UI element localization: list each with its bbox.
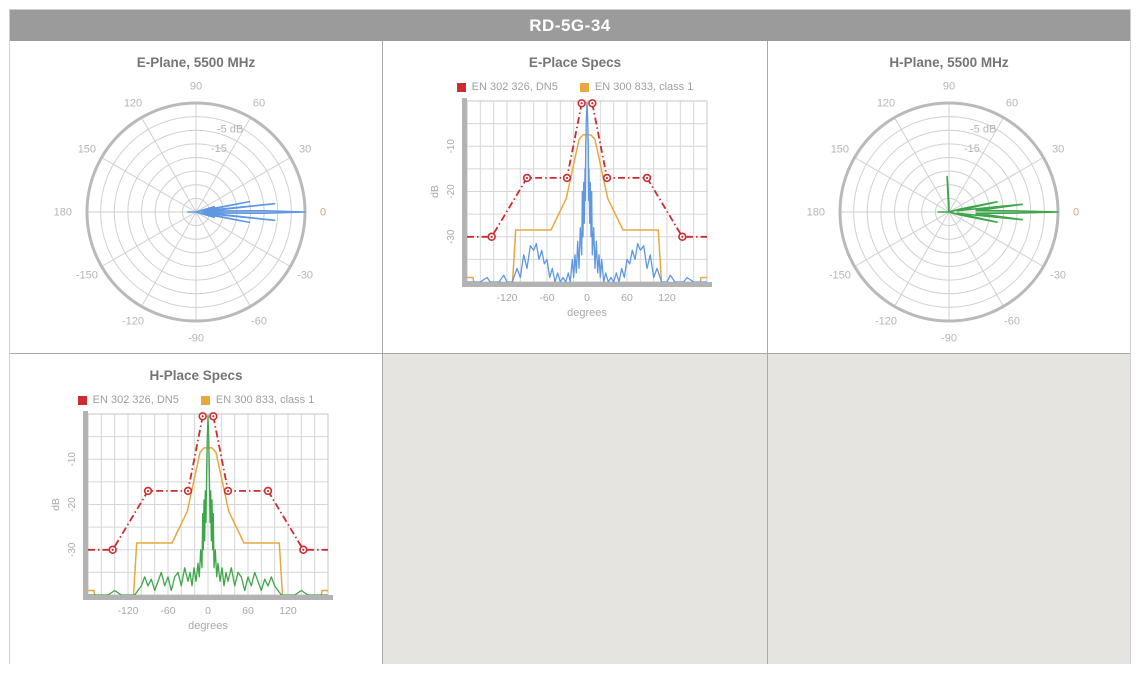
svg-text:0: 0 — [205, 605, 211, 617]
legend-label: EN 302 326, DN5 — [471, 81, 558, 93]
legend-swatch-red — [77, 395, 87, 405]
svg-text:120: 120 — [877, 97, 895, 109]
svg-text:-5 dB: -5 dB — [970, 124, 996, 136]
panel-e-place-specs: E-Place Specs EN 302 326, DN5 EN 300 833… — [383, 41, 768, 354]
svg-text:-120: -120 — [117, 605, 138, 617]
svg-text:-120: -120 — [122, 316, 144, 328]
svg-text:-15: -15 — [211, 143, 227, 155]
page-title: RD-5G-34 — [529, 15, 611, 35]
svg-text:0: 0 — [320, 207, 326, 219]
svg-text:-120: -120 — [496, 292, 517, 304]
svg-text:-90: -90 — [188, 333, 204, 345]
legend: EN 302 326, DN5 EN 300 833, class 1 — [10, 394, 382, 406]
svg-text:dB: dB — [429, 185, 441, 198]
legend-item-en300833: EN 300 833, class 1 — [579, 81, 694, 93]
svg-text:-30: -30 — [67, 542, 78, 557]
panel-h-plane-polar: H-Plane, 5500 MHz 0 30 60 90 120 150 180 -30 -60… — [768, 41, 1130, 354]
svg-text:0: 0 — [584, 292, 590, 304]
legend-swatch-red — [456, 82, 466, 92]
h-place-specs-chart: -120 -60 0 60 120 degrees -10 -20 -30 dB — [50, 411, 333, 632]
chart-title-e-plane: E-Plane, 5500 MHz — [136, 55, 256, 70]
svg-text:-20: -20 — [446, 184, 457, 199]
svg-text:degrees: degrees — [567, 307, 607, 319]
svg-text:60: 60 — [253, 97, 265, 109]
svg-text:-30: -30 — [1050, 270, 1066, 282]
legend-label: EN 302 326, DN5 — [92, 394, 179, 406]
svg-text:-150: -150 — [76, 270, 98, 282]
svg-text:-90: -90 — [941, 333, 957, 345]
legend-swatch-orange — [579, 82, 589, 92]
svg-text:-120: -120 — [875, 316, 897, 328]
chart-title-e-specs: E-Place Specs — [528, 55, 622, 70]
svg-text:30: 30 — [1052, 144, 1064, 156]
legend-item-en302326: EN 302 326, DN5 — [456, 81, 558, 93]
h-plane-polar-chart: 0 30 60 90 120 150 180 -30 -60 -90 -120 -150 -5 dB -1… — [807, 81, 1079, 345]
svg-text:-30: -30 — [446, 229, 457, 244]
e-plane-polar-chart: 0 30 60 90 120 150 180 -30 -60 -90 -120 -150 -5 dB -1… — [54, 81, 326, 345]
svg-text:-5 dB: -5 dB — [217, 124, 243, 136]
svg-text:60: 60 — [621, 292, 633, 304]
svg-text:150: 150 — [831, 144, 849, 156]
svg-text:60: 60 — [1006, 97, 1018, 109]
svg-text:-30: -30 — [297, 270, 313, 282]
svg-text:-150: -150 — [829, 270, 851, 282]
svg-text:90: 90 — [943, 81, 955, 93]
svg-text:-10: -10 — [446, 139, 457, 154]
legend-label: EN 300 833, class 1 — [594, 81, 694, 93]
chart-title-h-plane: H-Plane, 5500 MHz — [889, 55, 1009, 70]
svg-text:120: 120 — [658, 292, 676, 304]
svg-text:120: 120 — [279, 605, 297, 617]
chart-grid: E-Plane, 5500 MHz 0 30 60 90 120 150 180 -30 -60… — [10, 41, 1130, 664]
svg-text:dB: dB — [50, 498, 62, 511]
legend-item-en300833: EN 300 833, class 1 — [200, 394, 315, 406]
svg-text:120: 120 — [124, 97, 142, 109]
svg-text:-15: -15 — [964, 143, 980, 155]
svg-text:60: 60 — [242, 605, 254, 617]
svg-text:-60: -60 — [539, 292, 554, 304]
content-frame: RD-5G-34 E-Plane, 5500 MHz 0 30 60 90 120 150… — [9, 9, 1131, 664]
panel-h-place-specs: H-Place Specs EN 302 326, DN5 EN 300 833… — [10, 354, 383, 664]
svg-text:180: 180 — [54, 207, 72, 219]
legend: EN 302 326, DN5 EN 300 833, class 1 — [383, 81, 767, 93]
legend-item-en302326: EN 302 326, DN5 — [77, 394, 179, 406]
svg-text:-10: -10 — [67, 452, 78, 467]
svg-text:90: 90 — [190, 81, 202, 93]
svg-text:30: 30 — [299, 144, 311, 156]
empty-panel — [768, 354, 1130, 664]
svg-text:-60: -60 — [160, 605, 175, 617]
e-place-specs-chart: -120 -60 0 60 120 degrees -10 -20 -30 dB — [429, 98, 712, 319]
legend-label: EN 300 833, class 1 — [215, 394, 315, 406]
header-bar: RD-5G-34 — [10, 10, 1130, 41]
svg-text:-20: -20 — [67, 497, 78, 512]
svg-text:-60: -60 — [1004, 316, 1020, 328]
legend-swatch-orange — [200, 395, 210, 405]
svg-text:150: 150 — [78, 144, 96, 156]
panel-e-plane-polar: E-Plane, 5500 MHz 0 30 60 90 120 150 180 -30 -60… — [10, 41, 383, 354]
chart-title-h-specs: H-Place Specs — [149, 368, 243, 383]
svg-text:0: 0 — [1073, 207, 1079, 219]
svg-text:-60: -60 — [251, 316, 267, 328]
empty-panel — [383, 354, 768, 664]
svg-text:180: 180 — [807, 207, 825, 219]
svg-text:degrees: degrees — [188, 620, 228, 632]
